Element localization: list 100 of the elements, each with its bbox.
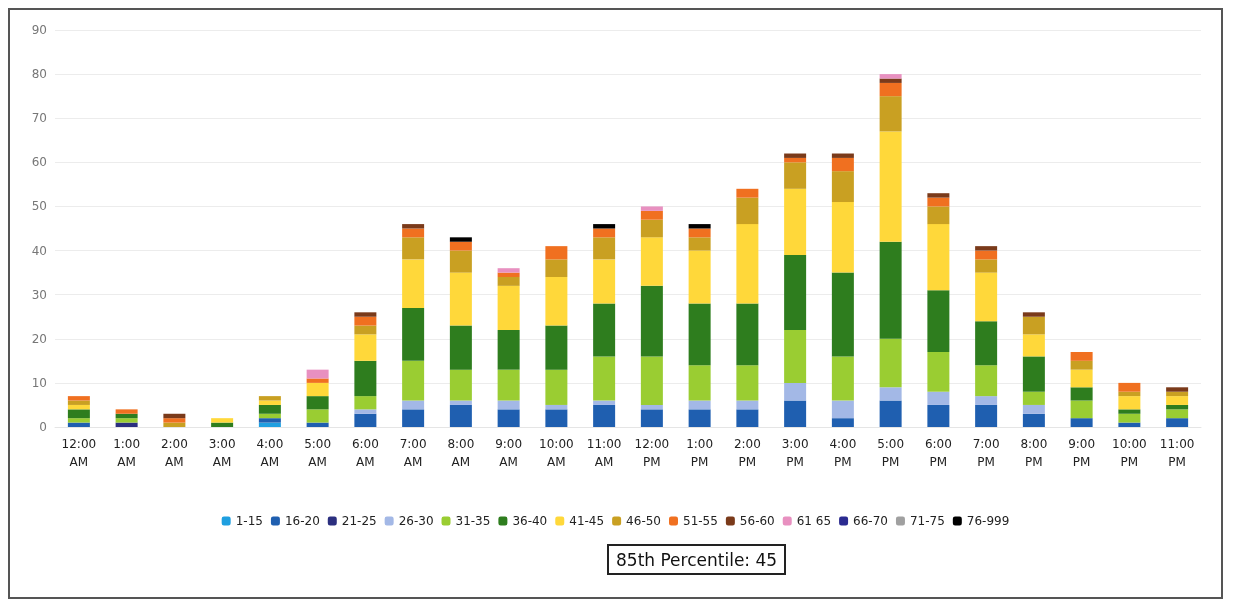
x-tick-label: 12:00 AM xyxy=(61,437,97,469)
bar xyxy=(831,272,854,357)
y-tick-label: 30 xyxy=(31,287,47,302)
bar xyxy=(115,422,138,427)
bar xyxy=(497,268,520,273)
legend-label: 71-75 xyxy=(909,514,945,528)
bar xyxy=(449,369,472,401)
bar xyxy=(736,197,759,225)
bar xyxy=(402,224,425,229)
bar xyxy=(1118,413,1141,423)
bar xyxy=(879,74,902,79)
bar xyxy=(975,246,998,251)
bar xyxy=(211,418,234,423)
bar xyxy=(449,404,472,427)
y-tick-label: 20 xyxy=(31,331,47,346)
bar xyxy=(1070,418,1093,427)
bar xyxy=(258,396,281,401)
legend-label: 61 65 xyxy=(796,514,832,528)
y-tick-label: 40 xyxy=(31,243,47,258)
legend-label: 41-45 xyxy=(569,514,605,528)
bar xyxy=(449,325,472,370)
x-tick-label: 4:00 AM xyxy=(256,437,284,469)
x-tick-label: 1:00 AM xyxy=(113,437,141,469)
bar xyxy=(1022,391,1045,405)
bar xyxy=(306,422,329,427)
legend-label: 66-70 xyxy=(853,514,888,528)
bar xyxy=(879,96,902,132)
legend-label: 26-30 xyxy=(398,514,434,528)
bar xyxy=(1070,400,1093,419)
bar xyxy=(784,157,807,163)
bar xyxy=(306,382,329,397)
bar xyxy=(640,237,663,286)
bar xyxy=(879,131,902,242)
bar xyxy=(879,400,902,427)
bar xyxy=(402,400,425,410)
bar xyxy=(784,153,807,158)
bar xyxy=(640,409,663,427)
bar xyxy=(1022,356,1045,392)
y-tick-label: 60 xyxy=(31,155,47,170)
bar xyxy=(449,241,472,251)
bar xyxy=(67,400,90,405)
bar xyxy=(640,219,663,238)
bar xyxy=(354,409,377,414)
bar xyxy=(1118,382,1141,392)
bar xyxy=(831,157,854,172)
y-tick-label: 10 xyxy=(31,375,47,390)
bar xyxy=(497,369,520,401)
bar xyxy=(545,277,568,326)
bar xyxy=(688,303,711,366)
bar xyxy=(593,228,616,238)
bar xyxy=(163,422,186,427)
bar xyxy=(831,400,854,419)
bar xyxy=(545,246,568,260)
bar xyxy=(449,237,472,242)
bar xyxy=(927,352,950,392)
legend-label: 56-60 xyxy=(739,514,775,528)
text: 85th Percentile: 45 xyxy=(616,549,778,570)
bar xyxy=(545,404,568,410)
x-tick-label: 2:00 PM xyxy=(733,437,761,469)
bar xyxy=(975,272,998,322)
x-tick-label: 6:00 AM xyxy=(351,437,379,469)
bar xyxy=(306,409,329,423)
bar xyxy=(593,400,616,405)
bar xyxy=(831,356,854,401)
bar xyxy=(975,404,998,427)
bar xyxy=(784,162,807,189)
bar xyxy=(354,413,377,427)
bar xyxy=(258,413,281,419)
x-tick-label: 8:00 AM xyxy=(447,437,475,469)
bar xyxy=(67,418,90,423)
bar xyxy=(67,422,90,427)
bar xyxy=(354,316,377,326)
bar xyxy=(497,285,520,330)
bar xyxy=(258,404,281,414)
bar xyxy=(831,171,854,203)
bar xyxy=(688,400,711,410)
bar xyxy=(975,321,998,366)
bar xyxy=(1166,404,1189,410)
bar xyxy=(545,409,568,427)
bar xyxy=(975,259,998,273)
bar xyxy=(67,404,90,410)
x-tick-label: 2:00 AM xyxy=(160,437,188,469)
bar xyxy=(1070,369,1093,388)
bar xyxy=(688,250,711,304)
bar xyxy=(115,409,138,414)
bar xyxy=(736,188,759,198)
x-tick-label: 8:00 PM xyxy=(1020,437,1048,469)
bar xyxy=(736,400,759,410)
bar xyxy=(163,413,186,419)
bar xyxy=(115,413,138,419)
bar xyxy=(545,259,568,278)
bar xyxy=(927,391,950,405)
bar xyxy=(354,312,377,317)
bar xyxy=(927,193,950,198)
bar xyxy=(354,334,377,361)
x-tick-label: 7:00 PM xyxy=(972,437,1000,469)
bar xyxy=(306,378,329,383)
bar xyxy=(1022,413,1045,427)
x-tick-label: 4:00 PM xyxy=(829,437,857,469)
bar xyxy=(784,329,807,383)
